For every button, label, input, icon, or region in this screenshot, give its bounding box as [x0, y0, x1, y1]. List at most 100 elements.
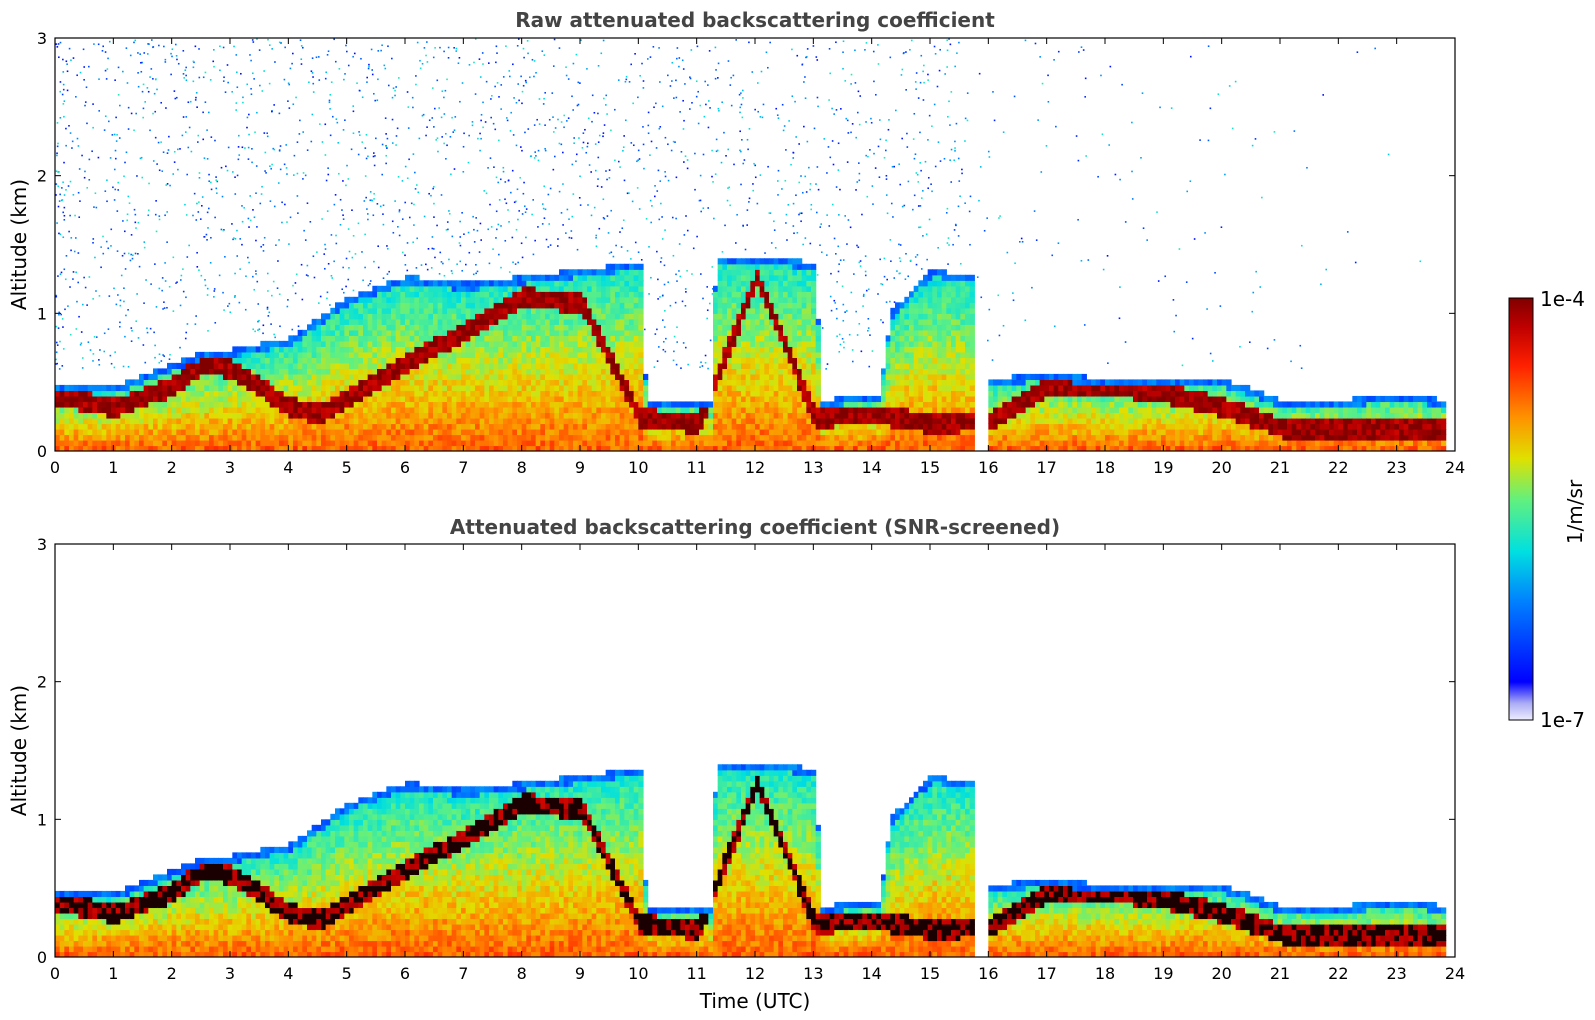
backscatter-cell	[451, 423, 457, 430]
backscatter-cell	[521, 296, 527, 303]
noise-speck	[948, 100, 950, 103]
backscatter-cell	[349, 346, 355, 353]
backscatter-cell	[596, 417, 602, 425]
backscatter-cell	[358, 434, 364, 441]
backscatter-cell	[451, 439, 457, 447]
backscatter-cell	[610, 428, 616, 436]
backscatter-cell	[241, 412, 247, 419]
backscatter-cell	[297, 379, 303, 386]
backscatter-cell	[554, 280, 560, 287]
noise-speck	[658, 346, 660, 348]
backscatter-cell	[78, 423, 84, 430]
noise-speck	[1293, 130, 1296, 132]
noise-speck	[901, 137, 903, 140]
backscatter-cell	[204, 445, 210, 451]
backscatter-cell	[442, 439, 448, 447]
backscatter-cell	[274, 390, 280, 397]
backscatter-cell	[353, 406, 359, 414]
noise-speck	[391, 96, 394, 99]
backscatter-cell	[526, 412, 532, 419]
backscatter-cell	[568, 280, 574, 287]
noise-speck	[625, 75, 628, 78]
backscatter-cell	[535, 379, 541, 386]
backscatter-cell	[241, 395, 247, 403]
backscatter-cell	[479, 340, 485, 347]
noise-speck	[272, 147, 275, 150]
backscatter-cell	[442, 280, 448, 287]
backscatter-cell	[559, 362, 565, 369]
noise-speck	[557, 118, 559, 121]
backscatter-cell	[55, 417, 61, 425]
noise-speck	[83, 78, 85, 81]
noise-speck	[63, 100, 66, 102]
backscatter-cell	[381, 439, 387, 447]
noise-speck	[58, 368, 61, 370]
backscatter-cell	[521, 417, 527, 425]
backscatter-cell	[143, 412, 149, 419]
noise-speck	[533, 75, 535, 78]
noise-speck	[828, 47, 831, 50]
backscatter-cell	[395, 302, 401, 309]
backscatter-cell	[605, 439, 611, 447]
noise-speck	[816, 96, 819, 99]
backscatter-cell	[237, 379, 243, 386]
backscatter-cell	[549, 439, 555, 447]
noise-speck	[675, 217, 677, 220]
backscatter-cell	[535, 346, 541, 353]
backscatter-cell	[307, 445, 313, 451]
backscatter-cell	[437, 439, 443, 447]
noise-speck	[1020, 237, 1023, 240]
backscatter-cell	[339, 307, 345, 314]
backscatter-cell	[377, 439, 383, 447]
noise-speck	[840, 108, 842, 110]
noise-speck	[55, 170, 58, 173]
noise-speck	[172, 173, 175, 175]
noise-speck	[484, 121, 487, 123]
backscatter-cell	[447, 351, 453, 358]
backscatter-cell	[479, 384, 485, 392]
noise-speck	[174, 97, 177, 100]
backscatter-cell	[111, 395, 117, 403]
backscatter-cell	[498, 395, 504, 403]
backscatter-cell	[428, 329, 434, 336]
noise-speck	[1290, 360, 1292, 363]
noise-speck	[224, 255, 226, 258]
backscatter-cell	[358, 318, 364, 325]
backscatter-cell	[157, 373, 163, 381]
backscatter-cell	[386, 285, 392, 292]
noise-speck	[591, 94, 594, 97]
backscatter-cell	[596, 351, 602, 358]
backscatter-cell	[563, 280, 569, 287]
backscatter-cell	[339, 384, 345, 392]
backscatter-cell	[451, 307, 457, 314]
noise-speck	[285, 144, 288, 146]
backscatter-cell	[517, 390, 523, 397]
noise-speck	[515, 228, 518, 231]
noise-speck	[980, 296, 983, 299]
noise-speck	[810, 203, 813, 206]
noise-speck	[648, 246, 650, 248]
backscatter-cell	[139, 406, 145, 414]
backscatter-cell	[451, 401, 457, 408]
backscatter-cell	[596, 324, 602, 331]
backscatter-cell	[545, 302, 551, 309]
noise-speck	[730, 104, 733, 107]
backscatter-cell	[433, 329, 439, 336]
noise-speck	[242, 96, 244, 99]
noise-speck	[423, 215, 426, 218]
noise-speck	[665, 337, 667, 340]
noise-speck	[397, 225, 399, 228]
noise-speck	[934, 165, 937, 168]
backscatter-cell	[400, 302, 406, 309]
backscatter-cell	[176, 390, 182, 397]
backscatter-cell	[582, 439, 588, 447]
backscatter-cell	[153, 379, 159, 386]
noise-speck	[883, 257, 886, 260]
noise-speck	[215, 179, 218, 181]
noise-speck	[117, 93, 120, 96]
backscatter-cell	[64, 390, 70, 397]
backscatter-cell	[125, 395, 131, 403]
backscatter-cell	[545, 357, 551, 364]
backscatter-cell	[153, 417, 159, 425]
noise-speck	[70, 249, 72, 252]
